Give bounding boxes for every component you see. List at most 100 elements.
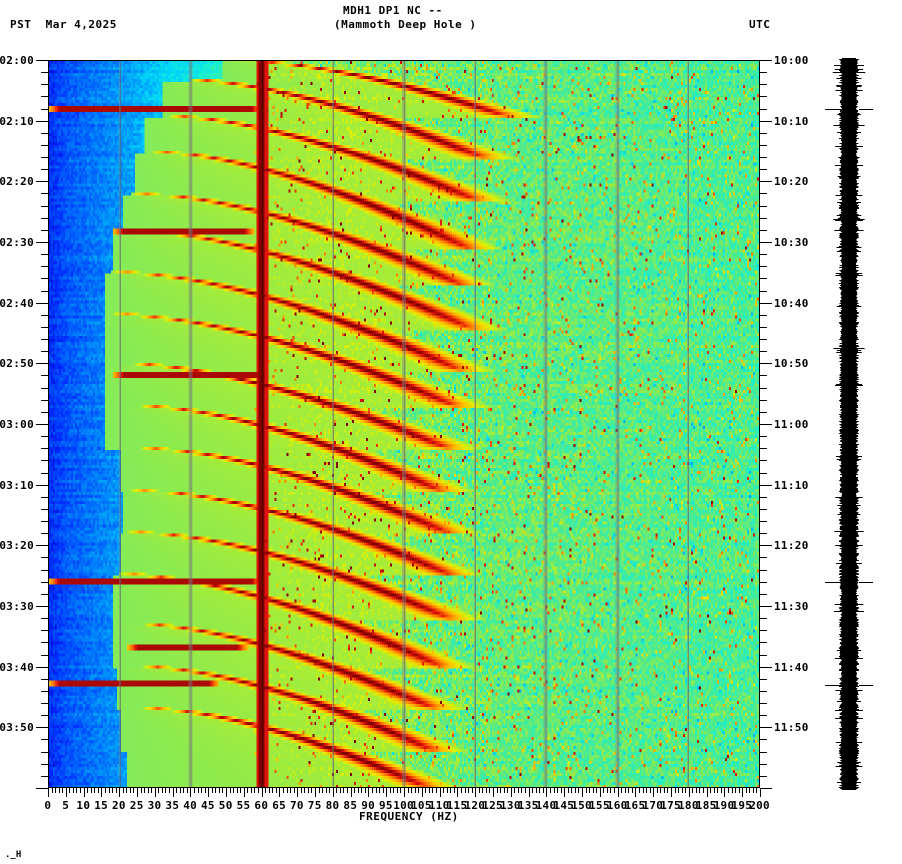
freq-tick-major: [315, 788, 316, 797]
freq-tick-minor: [290, 788, 292, 793]
time-tick-minor: [41, 557, 48, 559]
freq-tick-major: [297, 788, 299, 797]
freq-tick-minor: [578, 788, 580, 793]
freq-tick-minor: [411, 788, 413, 793]
time-tick-major: [36, 788, 48, 789]
time-label: 02:50: [0, 357, 34, 371]
freq-tick-minor: [375, 788, 377, 793]
time-tick-minor: [41, 229, 48, 231]
freq-tick-minor: [307, 788, 309, 793]
freq-tick-minor: [678, 788, 680, 793]
time-tick-minor: [760, 630, 767, 632]
time-tick-minor: [760, 751, 767, 753]
time-tick-minor: [41, 72, 48, 74]
freq-tick-minor: [304, 788, 306, 793]
freq-tick-minor: [311, 788, 313, 793]
time-axis-pst: 02:00 02:10 02:20 02:30 02:40 02:50 03:00 03:10…: [0, 54, 48, 789]
freq-tick-major: [226, 788, 227, 797]
time-tick-major: [760, 484, 772, 486]
freq-tick-minor: [104, 788, 106, 793]
time-tick-minor: [760, 678, 767, 680]
freq-tick-minor: [347, 788, 349, 793]
time-label: 02:00: [0, 54, 34, 67]
freq-tick-minor: [151, 788, 153, 793]
freq-tick-minor: [62, 788, 64, 793]
freq-tick-minor: [749, 788, 751, 793]
time-tick-minor: [41, 654, 48, 656]
helicorder-trace-panel: [820, 58, 880, 790]
freq-label: 195: [731, 799, 753, 812]
time-tick-minor: [760, 593, 767, 595]
freq-tick-minor: [628, 788, 630, 793]
time-tick-minor: [760, 472, 767, 474]
freq-tick-minor: [624, 788, 626, 793]
freq-tick-minor: [169, 788, 171, 793]
time-tick-minor: [760, 715, 767, 717]
time-tick-minor: [41, 217, 48, 219]
time-label: 03:40: [0, 660, 34, 674]
time-label: 03:20: [0, 539, 34, 553]
freq-tick-minor: [371, 788, 373, 793]
freq-tick-major: [582, 788, 583, 797]
freq-tick-minor: [233, 788, 235, 793]
time-label: 02:10: [0, 114, 34, 128]
time-tick-minor: [760, 169, 767, 171]
time-tick-minor: [41, 690, 48, 692]
time-tick-major: [760, 545, 772, 547]
time-tick-minor: [41, 290, 48, 292]
freq-tick-major: [493, 788, 494, 797]
time-tick-major: [760, 666, 772, 668]
time-tick-major: [36, 60, 48, 61]
freq-label: 85: [343, 799, 358, 812]
time-tick-minor: [760, 569, 767, 571]
time-tick-major: [760, 302, 772, 304]
freq-tick-minor: [614, 788, 616, 793]
freq-tick-minor: [752, 788, 754, 793]
freq-tick-minor: [713, 788, 715, 793]
freq-tick-minor: [393, 788, 395, 793]
freq-label: 165: [624, 799, 646, 812]
freq-tick-minor: [247, 788, 249, 793]
freq-tick-minor: [147, 788, 149, 793]
time-label: 02:20: [0, 175, 34, 189]
time-tick-minor: [41, 569, 48, 571]
time-tick-minor: [760, 411, 767, 413]
freq-tick-major: [724, 788, 726, 797]
time-tick-minor: [760, 581, 767, 583]
time-tick-minor: [760, 533, 767, 535]
freq-label: 100: [393, 799, 414, 812]
freq-tick-minor: [460, 788, 462, 793]
freq-label: 20: [112, 799, 126, 812]
freq-tick-minor: [176, 788, 178, 793]
freq-tick-minor: [425, 788, 427, 793]
freq-label: 0: [44, 799, 52, 812]
spectrogram-plot[interactable]: [48, 60, 760, 788]
time-tick-minor: [760, 460, 767, 462]
freq-tick-minor: [560, 788, 562, 793]
freq-label: 75: [307, 799, 322, 812]
time-tick-minor: [760, 436, 767, 438]
freq-tick-minor: [240, 788, 242, 793]
freq-tick-major: [172, 788, 174, 797]
freq-tick-minor: [453, 788, 455, 793]
time-tick-minor: [760, 496, 767, 498]
freq-label: 125: [482, 799, 503, 812]
time-label: 11:40: [774, 660, 809, 674]
time-tick-minor: [41, 205, 48, 207]
time-tick-major: [760, 60, 772, 61]
freq-tick-minor: [197, 788, 199, 793]
freq-tick-minor: [193, 788, 195, 793]
time-tick-minor: [760, 375, 767, 377]
freq-tick-minor: [361, 788, 363, 793]
freq-tick-major: [48, 788, 49, 797]
time-tick-minor: [760, 448, 767, 450]
freq-tick-minor: [468, 788, 470, 793]
freq-label: 15: [94, 799, 109, 812]
freq-label: 95: [379, 799, 393, 812]
freq-tick-minor: [482, 788, 484, 793]
freq-tick-minor: [72, 788, 74, 793]
time-tick-minor: [41, 387, 48, 389]
time-label: 10:20: [774, 175, 809, 189]
time-tick-major: [36, 242, 48, 243]
time-label: 10:10: [774, 114, 809, 128]
